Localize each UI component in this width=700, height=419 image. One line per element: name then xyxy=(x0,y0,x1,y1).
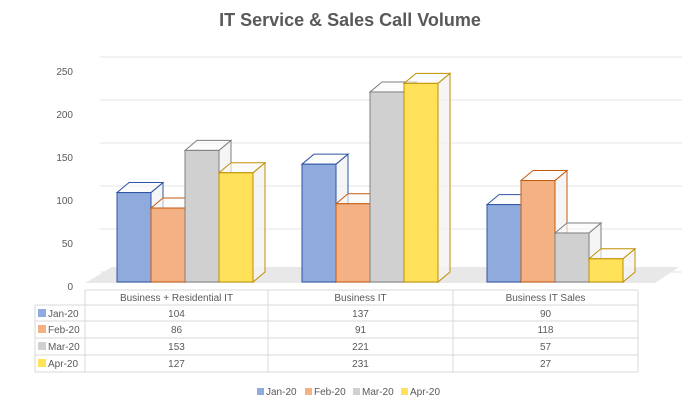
y-tick-label: 200 xyxy=(56,110,73,121)
bar-front xyxy=(520,180,556,283)
y-tick-label: 150 xyxy=(56,153,73,164)
bar-front xyxy=(150,207,186,283)
table-header: Business + Residential IT xyxy=(120,293,233,304)
table-cell: 118 xyxy=(538,325,554,336)
table-cell: 27 xyxy=(540,359,552,370)
table-cell: 90 xyxy=(540,309,552,320)
legend-key xyxy=(38,309,46,317)
bar-front xyxy=(116,192,152,283)
bar xyxy=(587,247,637,284)
table-cell: 231 xyxy=(352,359,369,370)
table-row-label: Mar-20 xyxy=(48,342,80,353)
bar-front xyxy=(184,149,220,283)
bar-front xyxy=(335,203,371,283)
table-cell: 57 xyxy=(540,342,552,353)
y-tick-label: 100 xyxy=(56,196,73,207)
legend-swatch xyxy=(353,388,360,395)
table-row-label: Apr-20 xyxy=(48,359,78,370)
bar-side xyxy=(437,72,451,284)
bar-front xyxy=(588,258,624,283)
legend-label: Apr-20 xyxy=(410,387,440,398)
table-cell: 221 xyxy=(352,342,369,353)
legend-key xyxy=(38,359,46,367)
table-row-label: Jan-20 xyxy=(48,309,79,320)
bar-side xyxy=(252,161,266,284)
legend-key xyxy=(38,342,46,350)
bar-front xyxy=(486,204,522,283)
bar-front xyxy=(369,91,405,283)
table-header: Business IT Sales xyxy=(506,293,586,304)
bar-front xyxy=(301,163,337,283)
bar xyxy=(217,161,267,284)
legend-label: Mar-20 xyxy=(362,387,394,398)
legend-key xyxy=(38,325,46,333)
table-cell: 86 xyxy=(171,325,183,336)
bar-front xyxy=(403,82,439,283)
table-cell: 127 xyxy=(168,359,185,370)
legend-swatch xyxy=(305,388,312,395)
bar xyxy=(402,72,452,284)
y-tick-label: 50 xyxy=(62,239,74,250)
legend-label: Jan-20 xyxy=(266,387,297,398)
legend-swatch xyxy=(401,388,408,395)
table-cell: 153 xyxy=(168,342,185,353)
table-cell: 104 xyxy=(168,309,185,320)
bar-front xyxy=(554,232,590,283)
legend-swatch xyxy=(257,388,264,395)
y-tick-label: 250 xyxy=(56,67,73,78)
table-row-label: Feb-20 xyxy=(48,325,80,336)
table-cell: 91 xyxy=(355,325,367,336)
table-cell: 137 xyxy=(352,309,369,320)
legend-label: Feb-20 xyxy=(314,387,346,398)
bar-front xyxy=(218,172,254,283)
table-header: Business IT xyxy=(334,293,386,304)
y-tick-label: 0 xyxy=(67,282,73,293)
chart-title: IT Service & Sales Call Volume xyxy=(219,10,481,30)
